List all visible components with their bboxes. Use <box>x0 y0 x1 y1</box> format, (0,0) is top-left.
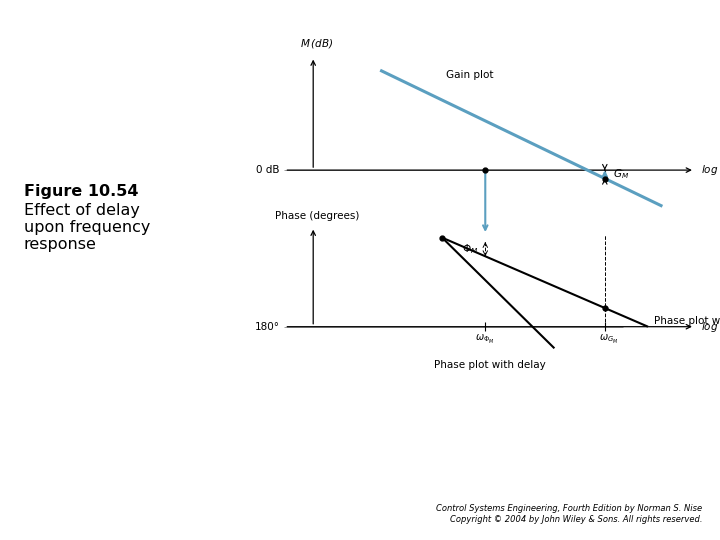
Text: Phase plot without delay: Phase plot without delay <box>654 316 720 326</box>
Text: $G_M$: $G_M$ <box>613 167 629 181</box>
Text: $M\,$(dB): $M\,$(dB) <box>300 37 333 50</box>
Text: Phase plot with delay: Phase plot with delay <box>433 360 546 370</box>
Text: Control Systems Engineering, Fourth Edition by Norman S. Nise
Copyright © 2004 b: Control Systems Engineering, Fourth Edit… <box>436 504 702 524</box>
Text: log $\omega$: log $\omega$ <box>701 163 720 177</box>
Text: Effect of delay
upon frequency
response: Effect of delay upon frequency response <box>24 202 150 252</box>
Text: $\Phi_M$: $\Phi_M$ <box>462 242 478 256</box>
Text: 0 dB: 0 dB <box>256 165 279 175</box>
Text: Phase (degrees): Phase (degrees) <box>274 211 359 221</box>
Text: $\omega_{\Phi_M}$: $\omega_{\Phi_M}$ <box>475 333 495 346</box>
Text: log $\omega$: log $\omega$ <box>701 320 720 334</box>
Text: Figure 10.54: Figure 10.54 <box>24 184 138 199</box>
Text: 180°: 180° <box>254 322 279 332</box>
Text: $\omega_{G_M}$: $\omega_{G_M}$ <box>599 333 618 346</box>
Text: Gain plot: Gain plot <box>446 70 494 79</box>
